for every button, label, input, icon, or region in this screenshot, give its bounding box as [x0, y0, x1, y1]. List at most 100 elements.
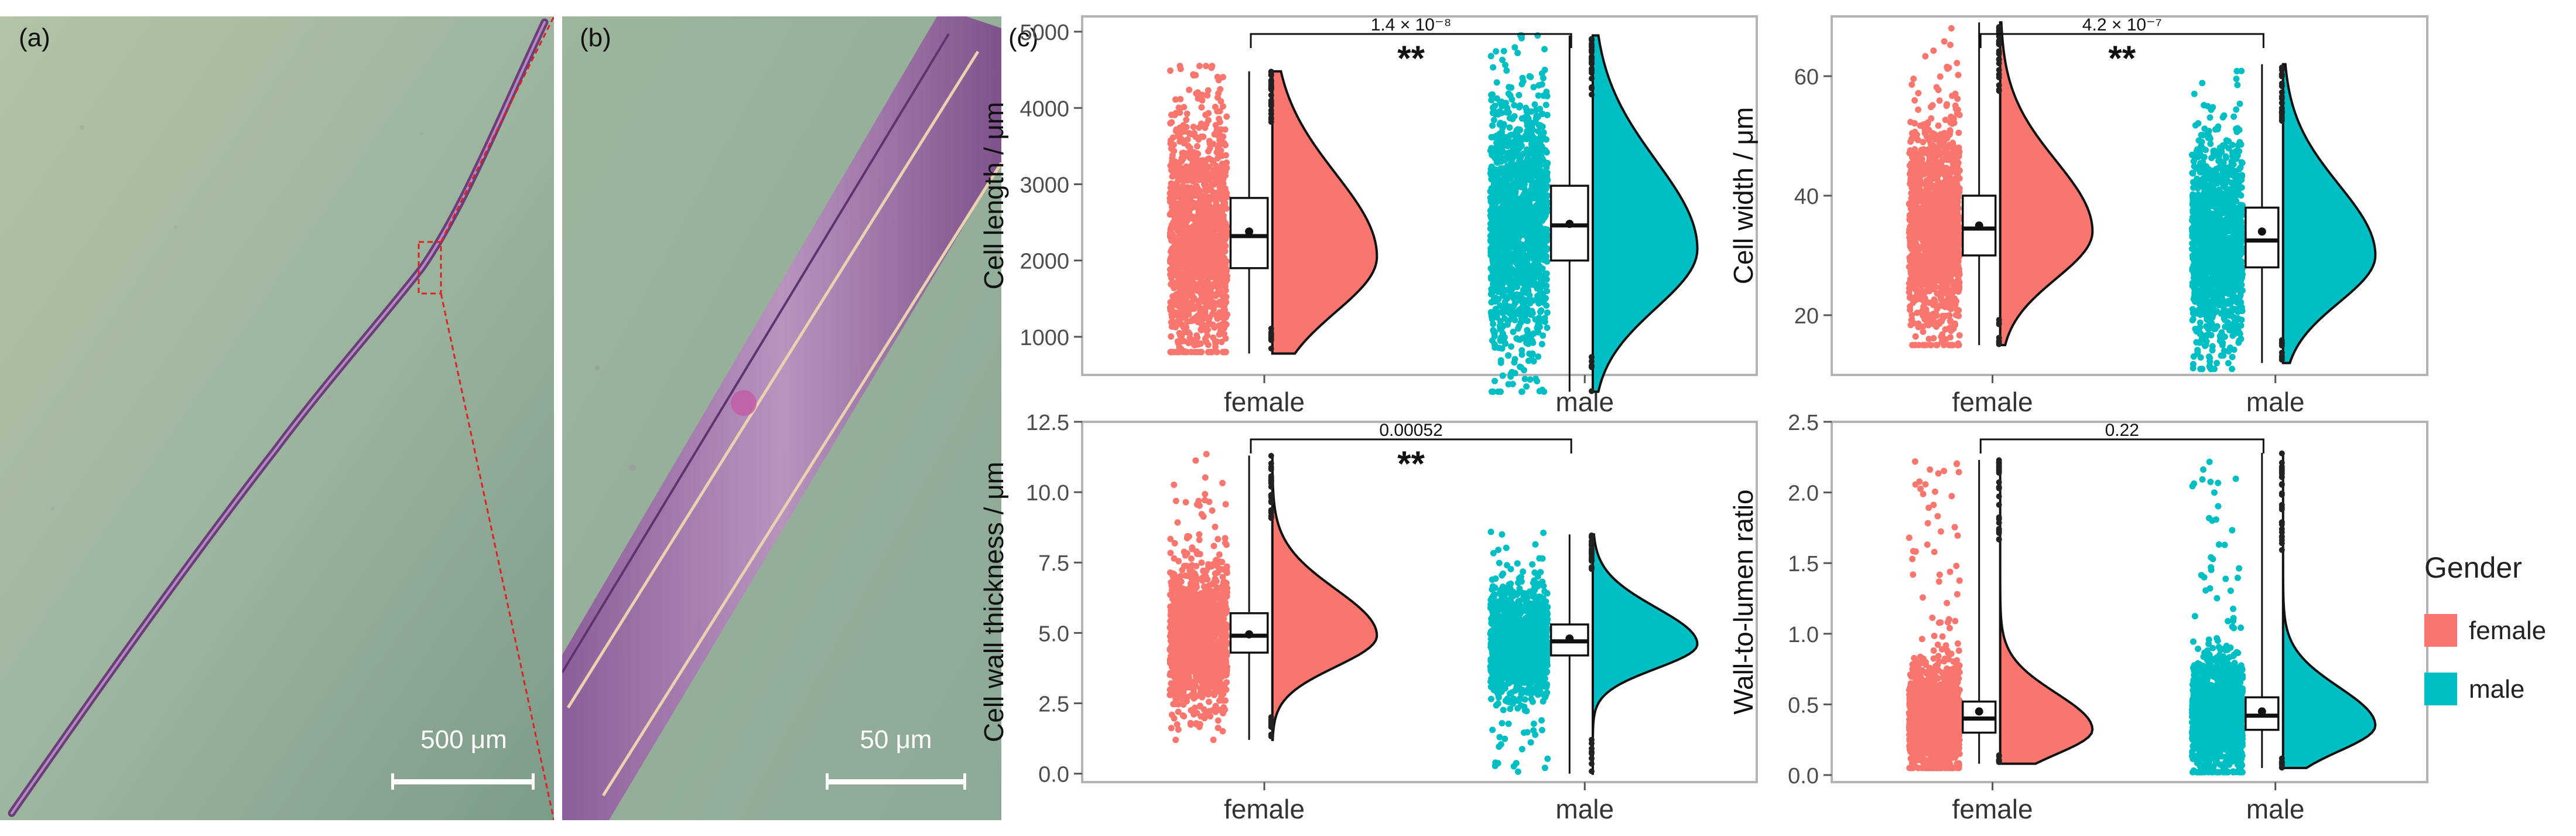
data-point — [1503, 67, 1510, 74]
data-point — [1940, 228, 1947, 235]
data-point — [1167, 306, 1174, 313]
data-point — [1530, 208, 1537, 215]
data-point — [1192, 238, 1199, 245]
data-point — [1206, 303, 1213, 310]
outlier-point — [1268, 346, 1274, 352]
data-point — [1178, 158, 1185, 165]
outlier-point — [1589, 67, 1595, 74]
outlier-point — [1589, 76, 1595, 82]
scale-bar-label-b: 50 μm — [860, 725, 932, 754]
data-point — [1166, 195, 1174, 202]
data-point — [1942, 144, 1949, 151]
data-point — [1914, 137, 1921, 144]
data-point — [1193, 90, 1200, 97]
data-point — [1210, 248, 1217, 255]
data-point — [1523, 230, 1530, 237]
data-point — [1915, 90, 1922, 97]
data-point — [1202, 63, 1209, 70]
data-point — [1541, 318, 1548, 325]
data-point — [1209, 240, 1216, 247]
data-point — [1543, 302, 1550, 309]
data-point — [1915, 106, 1922, 113]
data-point — [1493, 311, 1500, 318]
data-point — [1181, 258, 1188, 265]
data-point — [1507, 213, 1514, 220]
data-point — [1186, 86, 1193, 93]
data-point — [1216, 232, 1223, 239]
outlier-point — [1996, 24, 2002, 30]
data-point — [1525, 220, 1532, 227]
data-point — [1956, 332, 1963, 339]
data-point — [1176, 330, 1183, 337]
data-point — [1527, 73, 1534, 80]
data-point — [1530, 225, 1537, 232]
data-point — [1907, 239, 1914, 246]
data-point — [1513, 161, 1520, 168]
data-point — [1222, 349, 1229, 356]
data-point — [1167, 349, 1174, 356]
data-point — [1209, 231, 1216, 238]
data-point — [1955, 342, 1962, 349]
outlier-point — [1268, 99, 1274, 105]
data-point — [1198, 296, 1205, 303]
data-point — [1544, 200, 1551, 207]
data-point — [1208, 64, 1215, 71]
data-point — [1507, 193, 1514, 200]
data-point — [1496, 344, 1503, 352]
data-point — [1493, 297, 1500, 304]
outlier-point — [1996, 67, 2002, 73]
data-point — [1541, 272, 1548, 279]
data-point — [1510, 328, 1517, 335]
data-point — [1537, 145, 1544, 152]
data-point — [1220, 103, 1227, 110]
data-point — [1193, 185, 1200, 192]
outlier-point — [1268, 335, 1274, 342]
y-axis-label: Cell width / μm — [1728, 107, 1759, 285]
data-point — [1920, 281, 1927, 288]
data-point — [1505, 352, 1512, 359]
data-point — [1938, 159, 1945, 166]
y-tick-label: 1000 — [1020, 326, 1069, 350]
data-point — [1523, 333, 1530, 340]
data-point — [1912, 333, 1919, 340]
data-point — [1941, 179, 1948, 186]
data-point — [1928, 284, 1935, 291]
data-point — [1541, 226, 1548, 233]
data-point — [1504, 200, 1511, 207]
data-point — [1175, 205, 1182, 212]
data-point — [1175, 302, 1182, 309]
data-point — [1933, 323, 1940, 330]
outlier-point — [1589, 354, 1595, 360]
data-point — [1907, 294, 1914, 301]
data-point — [1948, 113, 1955, 120]
data-point — [1538, 131, 1545, 138]
data-point — [1223, 258, 1230, 265]
data-point — [1935, 122, 1942, 129]
data-point — [1209, 209, 1216, 216]
outlier-point — [1996, 320, 2002, 326]
data-point — [1919, 204, 1926, 211]
data-point — [1489, 110, 1496, 117]
data-point — [1488, 91, 1495, 98]
data-point — [1189, 253, 1196, 260]
data-point — [1531, 180, 1538, 187]
micrograph-a-image — [0, 16, 554, 820]
x-tick-label: male — [1555, 387, 1614, 417]
data-point — [1943, 103, 1950, 110]
data-point — [1195, 220, 1202, 227]
data-point — [1512, 206, 1519, 213]
data-point — [1907, 205, 1914, 212]
data-point — [1178, 284, 1185, 291]
data-point — [1200, 174, 1207, 181]
data-point — [1529, 236, 1536, 243]
data-point — [1508, 238, 1515, 245]
data-point — [1182, 329, 1189, 336]
data-point — [1500, 309, 1507, 316]
outlier-point — [1268, 116, 1274, 122]
data-point — [1191, 349, 1198, 356]
data-point — [1511, 183, 1518, 190]
data-point — [1534, 325, 1541, 332]
data-point — [1906, 226, 1913, 233]
scale-bar-label-a: 500 μm — [420, 725, 507, 754]
